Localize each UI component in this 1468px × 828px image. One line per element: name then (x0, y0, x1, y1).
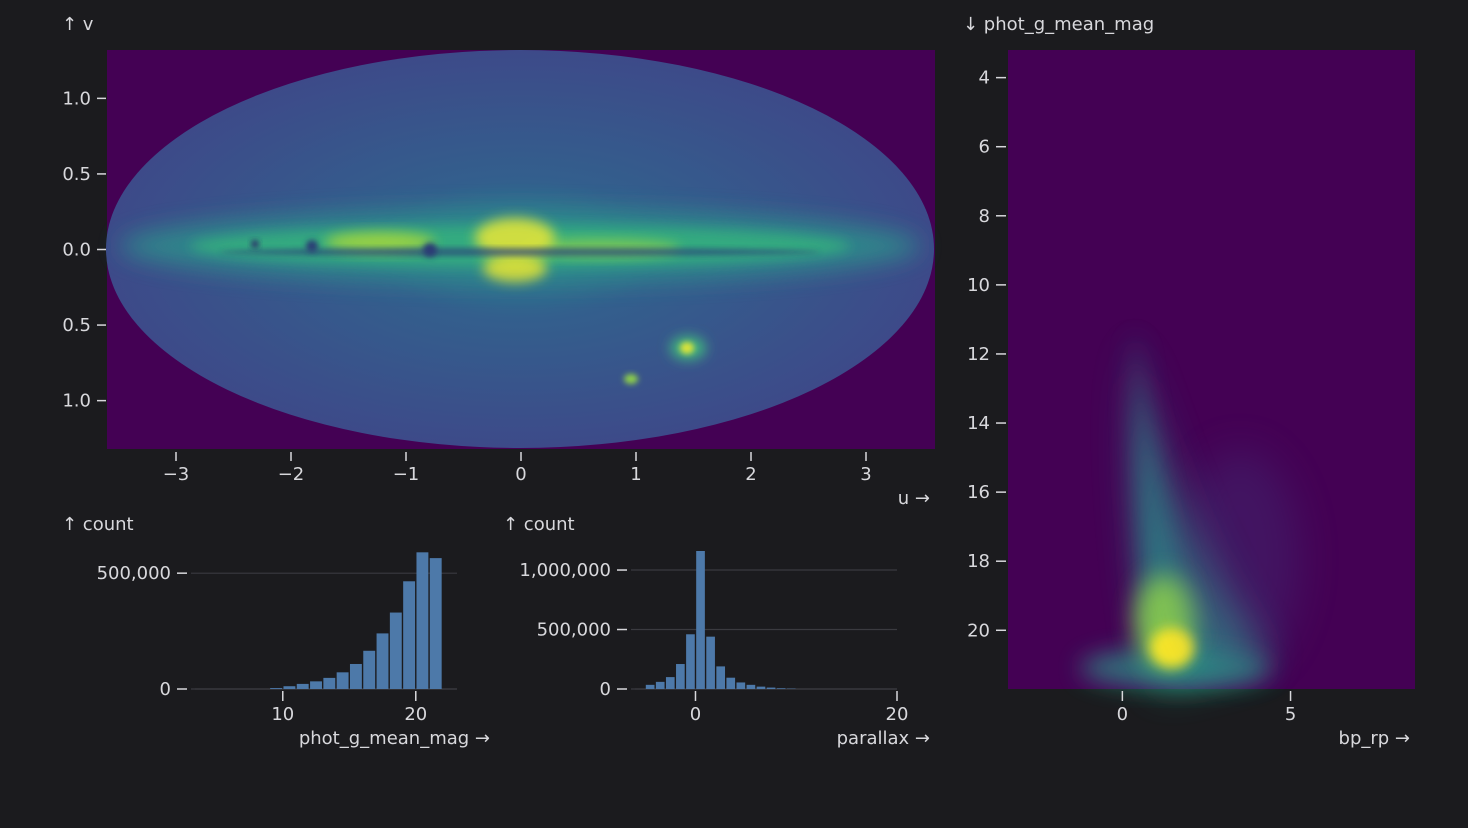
histogram-parallax-bar (686, 634, 695, 689)
sky-map-x-tick-label: 1 (630, 464, 641, 485)
histogram-magnitude-bar (310, 681, 322, 689)
histogram-magnitude-bar (376, 633, 389, 689)
histogram-parallax-bar (726, 677, 736, 689)
histogram-parallax-bar (736, 682, 746, 689)
histogram-magnitude-y-tick-label: 500,000 (97, 563, 171, 584)
sky-map: −3 −2 −1 0 1 2 3 1.0 0.5 0.0 0.5 1.0 ↑ v u → (62, 14, 935, 509)
histogram-magnitude-bar (363, 650, 376, 689)
sky-map-axes: −3 −2 −1 0 1 2 3 1.0 0.5 0.0 0.5 1.0 (62, 88, 871, 485)
cmd-y-tick-label: 16 (967, 482, 990, 503)
histogram-magnitude-bar (416, 552, 429, 689)
sky-map-x-tick-label: 0 (515, 464, 526, 485)
histogram-parallax-y-label: ↑ count (503, 514, 575, 535)
galactic-plane (120, 210, 920, 282)
histogram-parallax-y-tick-label: 500,000 (537, 620, 611, 641)
histogram-parallax: 0 500,000 1,000,000 0 20 ↑ count parallax → (503, 514, 930, 749)
cmd-y-tick-label: 20 (967, 620, 990, 641)
cmd-y-label: ↓ phot_g_mean_mag (963, 14, 1154, 35)
cmd-y-tick-label: 14 (967, 413, 990, 434)
sky-map-x-label: u → (898, 488, 930, 509)
histogram-parallax-bar (766, 687, 776, 689)
histogram-parallax-bar (665, 677, 675, 689)
histogram-parallax-bar (746, 684, 756, 689)
histogram-parallax-bar (706, 636, 715, 689)
cmd-x-tick-label: 0 (1117, 704, 1128, 725)
histogram-parallax-y-tick-label: 1,000,000 (519, 560, 611, 581)
histogram-magnitude-bars (270, 552, 442, 689)
histogram-magnitude-x-tick-label: 20 (404, 704, 427, 725)
histogram-parallax-x-label: parallax → (837, 728, 930, 749)
histogram-magnitude-x-tick-label: 10 (271, 704, 294, 725)
histogram-magnitude-bar (349, 663, 362, 689)
histogram-magnitude-bar (270, 688, 283, 689)
histogram-parallax-x-tick-label: 0 (690, 704, 701, 725)
cmd-density (1080, 310, 1300, 688)
cmd-axes: 0 5 4 6 8 10 12 14 16 18 20 (967, 68, 1296, 725)
sky-map-y-tick-label: 1.0 (62, 88, 91, 109)
cmd-y-tick-label: 12 (967, 344, 990, 365)
histogram-parallax-bar (716, 666, 726, 689)
cmd-y-tick-label: 18 (967, 551, 990, 572)
cmd-y-tick-label: 8 (979, 206, 990, 227)
sky-map-x-tick-label: 2 (745, 464, 756, 485)
cmd-y-tick-label: 10 (967, 275, 990, 296)
histogram-parallax-bar (655, 681, 665, 689)
sky-map-y-label: ↑ v (62, 14, 94, 35)
cmd-x-label: bp_rp → (1339, 728, 1410, 749)
histogram-magnitude-bar (403, 581, 416, 689)
histogram-parallax-y-tick-label: 0 (600, 679, 611, 700)
histogram-magnitude-axes: 0 500,000 10 20 (97, 563, 457, 725)
sky-map-x-tick-label: −3 (163, 464, 190, 485)
histogram-magnitude: 0 500,000 10 20 ↑ count phot_g_mean_mag → (62, 514, 490, 749)
color-magnitude-diagram: 0 5 4 6 8 10 12 14 16 18 20 ↓ phot_g_mean_mag bp_r… (963, 14, 1415, 749)
sky-map-x-tick-label: 3 (860, 464, 871, 485)
cmd-y-tick-label: 4 (979, 68, 990, 89)
histogram-parallax-bar (696, 551, 705, 689)
histogram-magnitude-bar (429, 558, 442, 689)
histogram-magnitude-bar (323, 677, 336, 689)
histogram-magnitude-bar (389, 612, 402, 689)
histogram-parallax-bar (756, 686, 766, 689)
sky-map-y-tick-label: 1.0 (62, 391, 91, 412)
sky-map-x-tick-label: −1 (393, 464, 420, 485)
sky-map-x-tick-label: −2 (278, 464, 305, 485)
histogram-magnitude-bar (283, 686, 296, 689)
histogram-parallax-bar (645, 684, 655, 689)
sky-map-y-tick-label: 0.5 (62, 164, 91, 185)
sky-map-y-tick-label: 0.5 (62, 315, 91, 336)
cmd-x-tick-label: 5 (1285, 704, 1296, 725)
histogram-magnitude-x-label: phot_g_mean_mag → (299, 728, 490, 749)
histogram-magnitude-bar (296, 683, 309, 689)
cmd-y-tick-label: 6 (979, 137, 990, 158)
histogram-parallax-bar (676, 664, 685, 689)
histogram-magnitude-bar (336, 672, 349, 689)
sky-map-y-tick-label: 0.0 (62, 240, 91, 261)
histogram-magnitude-y-tick-label: 0 (160, 679, 171, 700)
histogram-parallax-bars (645, 551, 796, 689)
histogram-parallax-bar (776, 688, 786, 689)
magellanic-clouds (624, 336, 706, 384)
histogram-magnitude-y-label: ↑ count (62, 514, 134, 535)
histogram-parallax-x-tick-label: 20 (886, 704, 909, 725)
